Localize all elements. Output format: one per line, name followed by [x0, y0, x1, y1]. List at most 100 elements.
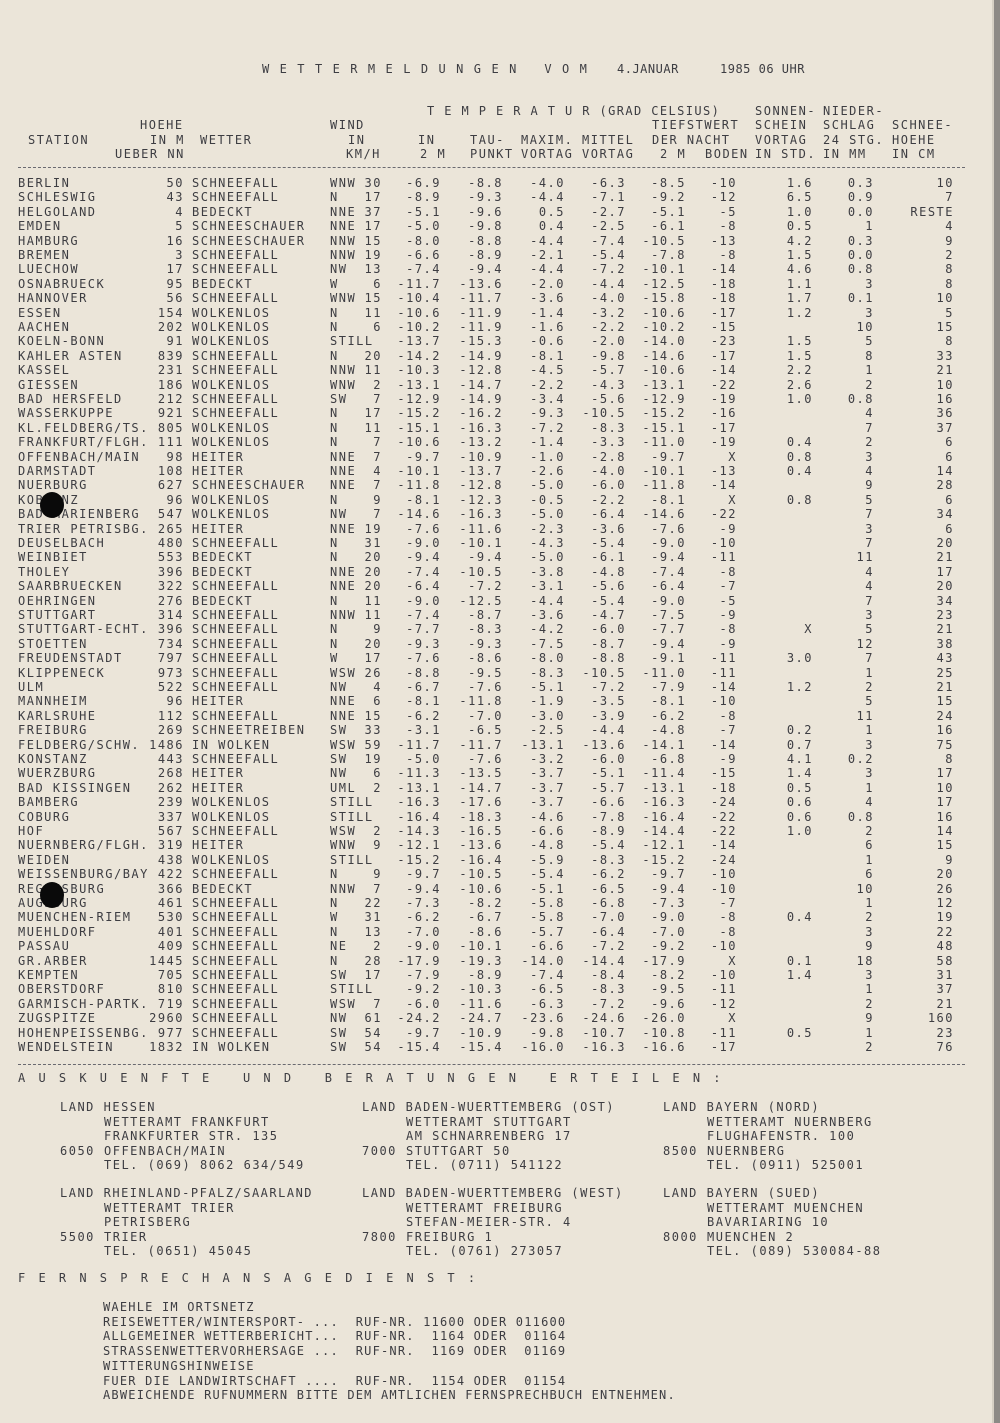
- cell-tiefstwert-2m: -15.2: [642, 406, 686, 421]
- cell-niederschlag: 3: [865, 968, 874, 982]
- cell-sonnenschein: 0.8: [786, 492, 813, 507]
- cell-max-vortag: -3.7: [530, 795, 565, 810]
- cell-taupunkt: -8.6: [468, 651, 503, 666]
- cell-taupunkt: -7.6: [468, 680, 503, 694]
- cell-tiefstwert-boden: -22: [710, 824, 737, 838]
- cell-wetter: SCHNEETREIBEN: [192, 723, 306, 738]
- cell-tiefstwert-boden: -22: [710, 377, 737, 392]
- cell-niederschlag: 3: [865, 521, 874, 536]
- header-station: STATION: [28, 133, 90, 147]
- cell-mittel-vortag: -6.4: [591, 507, 626, 522]
- cell-hoehe: 314: [157, 608, 184, 622]
- cell-tiefstwert-boden: -10: [710, 694, 737, 709]
- cell-tiefstwert-2m: -8.5: [651, 176, 686, 190]
- cell-wind-direction: NW: [330, 262, 348, 277]
- cell-wind-speed: 7: [373, 435, 382, 450]
- cell-mittel-vortag: -7.2: [591, 680, 626, 694]
- cell-niederschlag: 1: [865, 896, 874, 910]
- cell-wetter: HEITER: [192, 766, 245, 781]
- cell-taupunkt: -8.8: [468, 233, 503, 248]
- cell-tiefstwert-boden: -14: [710, 363, 737, 378]
- header-schein: SCHEIN: [755, 118, 808, 132]
- cell-schneehoehe: 8: [945, 752, 954, 766]
- cell-sonnenschein: 3.0: [786, 651, 813, 666]
- cell-wind-direction: NNW: [330, 233, 357, 248]
- cell-wind-direction: NNE: [330, 694, 357, 709]
- cell-schneehoehe: 48: [936, 939, 954, 954]
- cell-schneehoehe: 19: [936, 910, 954, 925]
- cell-temp-2m: -6.2: [406, 708, 441, 723]
- cell-max-vortag: -5.1: [530, 881, 565, 896]
- cell-tiefstwert-2m: -12.9: [642, 392, 686, 406]
- cell-niederschlag: 2: [865, 910, 874, 925]
- cell-wind-direction: N: [330, 536, 339, 550]
- cell-schneehoehe: 36: [936, 406, 954, 421]
- cell-hoehe: 337: [157, 809, 184, 824]
- cell-wind-direction: SW: [330, 1040, 348, 1054]
- cell-wind-direction: N: [330, 622, 339, 637]
- cell-taupunkt: -11.6: [459, 996, 503, 1011]
- cell-wind-speed: 17: [364, 406, 382, 421]
- contact-tel: TEL. (069) 8062 634/549: [104, 1158, 305, 1172]
- cell-wetter: WOLKENLOS: [192, 507, 271, 522]
- cell-tiefstwert-2m: -9.5: [651, 982, 686, 997]
- header-in-m: IN M: [150, 133, 185, 147]
- cell-wind-speed: 11: [364, 420, 382, 435]
- cell-tiefstwert-2m: -11.4: [642, 766, 686, 781]
- cell-tiefstwert-2m: -9.6: [651, 996, 686, 1011]
- cell-wind-direction: NNW: [330, 248, 357, 262]
- cell-taupunkt: -16.5: [459, 824, 503, 838]
- cell-wind-speed: 15: [364, 291, 382, 306]
- cell-wind-direction: SW: [330, 723, 348, 738]
- cell-sonnenschein: 6.5: [786, 190, 813, 205]
- cell-wetter: WOLKENLOS: [192, 809, 271, 824]
- cell-mittel-vortag: -6.3: [591, 176, 626, 190]
- cell-niederschlag: 4: [865, 406, 874, 421]
- table-row: KLIPPENECK 973 SCHNEEFALL WSW 26 -8.8 -9.5 -8.3…: [0, 666, 1000, 680]
- cell-hoehe: 522: [157, 680, 184, 694]
- cell-schneehoehe: 8: [945, 334, 954, 349]
- cell-schneehoehe: 23: [936, 608, 954, 622]
- cell-station: GR.ARBER: [18, 953, 88, 968]
- cell-station: OBERSTDORF: [18, 982, 106, 997]
- table-row: KAHLER ASTEN 839 SCHNEEFALL N 20 -14.2 -14.9 -8…: [0, 349, 1000, 363]
- cell-max-vortag: -14.0: [521, 953, 565, 968]
- cell-temp-2m: -13.1: [397, 780, 441, 795]
- cell-wetter: WOLKENLOS: [192, 420, 271, 435]
- cell-station: FREUDENSTADT: [18, 651, 123, 666]
- cell-station: COBURG: [18, 809, 71, 824]
- cell-max-vortag: -3.1: [530, 579, 565, 594]
- cell-schneehoehe: 31: [936, 968, 954, 982]
- cell-tiefstwert-boden: -9: [719, 636, 737, 651]
- cell-hoehe: 43: [166, 190, 184, 205]
- cell-wind-speed: 30: [364, 176, 382, 190]
- cell-tiefstwert-boden: -10: [710, 968, 737, 982]
- cell-wetter: WOLKENLOS: [192, 377, 271, 392]
- cell-schneehoehe: 33: [936, 348, 954, 363]
- cell-tiefstwert-boden: -18: [710, 276, 737, 291]
- cell-wind-speed: 54: [364, 1040, 382, 1054]
- cell-hoehe: 3: [175, 248, 184, 262]
- cell-wind-speed: 22: [364, 896, 382, 910]
- cell-schneehoehe: 21: [936, 550, 954, 565]
- cell-schneehoehe: 20: [936, 867, 954, 882]
- cell-wetter: BEDECKT: [192, 276, 254, 291]
- cell-wind-direction: NNE: [330, 219, 357, 234]
- cell-wind-speed: 9: [373, 622, 382, 637]
- cell-niederschlag: 1: [865, 852, 874, 867]
- cell-max-vortag: -3.6: [530, 291, 565, 306]
- cell-tiefstwert-boden: -17: [710, 1040, 737, 1054]
- cell-mittel-vortag: -5.6: [591, 579, 626, 594]
- table-row: WEINBIET 553 BEDECKT N 20 -9.4 -9.4 -5.0 -6.1 -9.…: [0, 550, 1000, 564]
- cell-hoehe: 16: [166, 233, 184, 248]
- cell-mittel-vortag: -3.6: [591, 521, 626, 536]
- cell-niederschlag: 6: [865, 867, 874, 882]
- table-row: KOBLENZ96WOLKENLOSN9-8.1-12.3-0.5-2.2-8.…: [0, 493, 1000, 507]
- table-row: HOF 567 SCHNEEFALL WSW 2 -14.3 -16.5 -6.6 -8.9 -1…: [0, 824, 1000, 838]
- cell-hoehe: 5: [175, 219, 184, 234]
- cell-taupunkt: -16.3: [459, 420, 503, 435]
- cell-hoehe: 547: [157, 507, 184, 522]
- contact-street: FLUGHAFENSTR. 100: [707, 1129, 856, 1143]
- cell-tiefstwert-2m: -7.4: [651, 564, 686, 579]
- cell-temp-2m: -6.6: [406, 248, 441, 262]
